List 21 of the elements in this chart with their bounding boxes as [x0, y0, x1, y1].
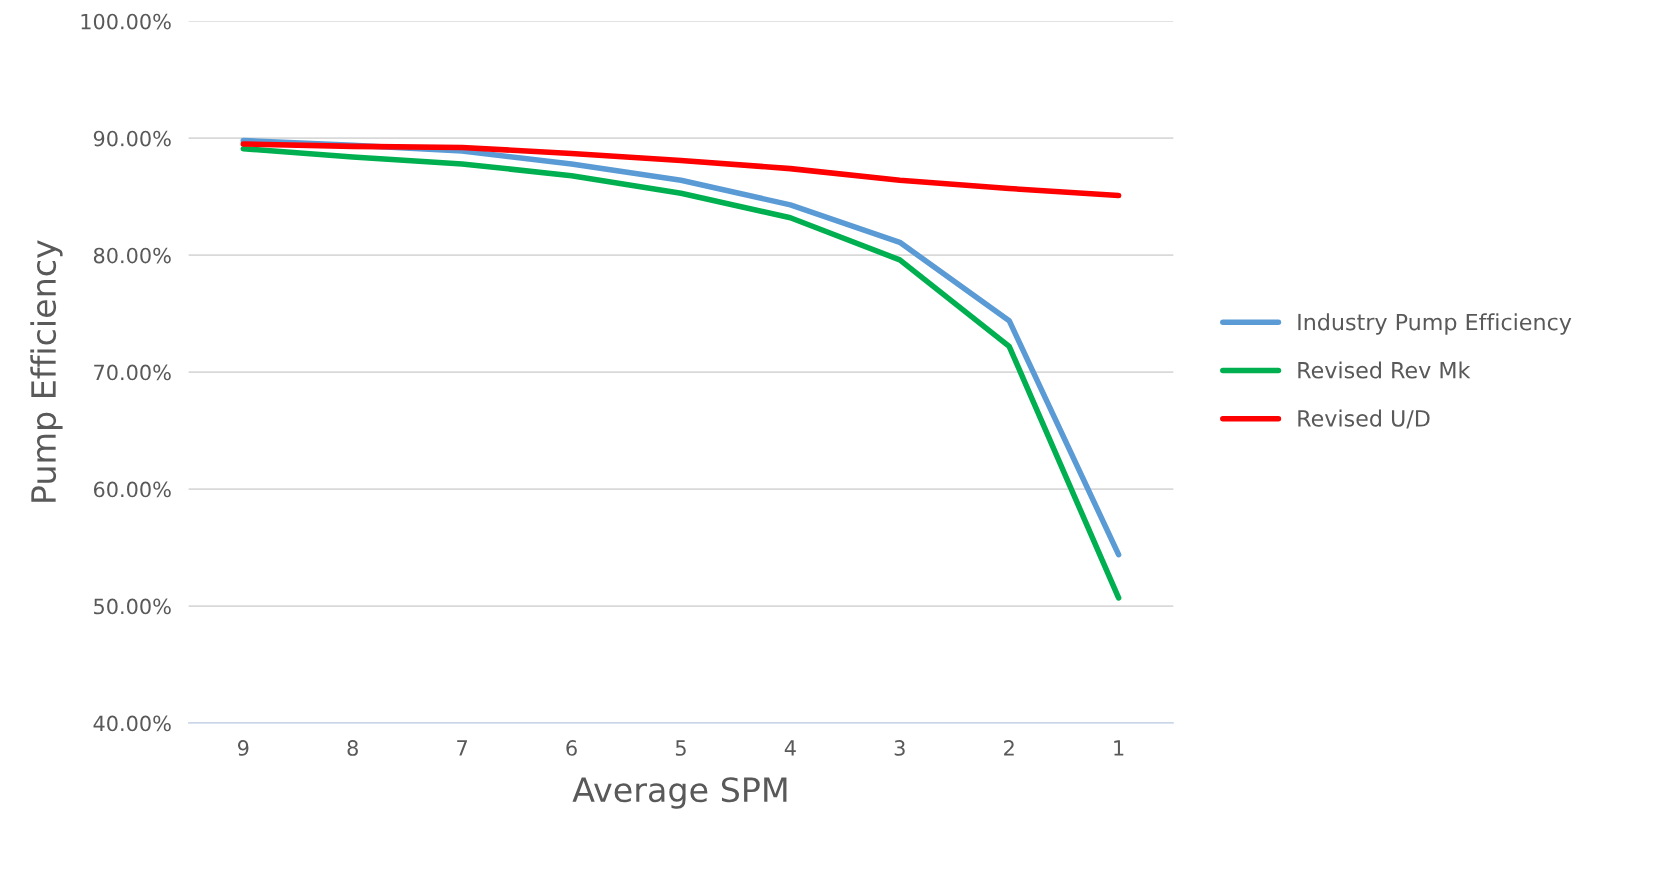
- y-tick-label: 90.00%: [93, 130, 171, 147]
- x-tick-label: 6: [566, 740, 577, 756]
- x-tick-label: 2: [1004, 740, 1014, 756]
- legend-label: Revised U/D: [1298, 409, 1430, 429]
- x-tick-label: 8: [347, 740, 358, 756]
- x-axis-title: Average SPM: [572, 777, 787, 809]
- legend-label: Industry Pump Efficiency: [1298, 313, 1572, 335]
- y-tick-label: 50.00%: [94, 598, 171, 615]
- y-tick-label: 100.00%: [81, 13, 171, 30]
- x-tick-label: 4: [784, 740, 796, 756]
- x-tick-label: 5: [675, 740, 686, 756]
- x-tick-label: 3: [894, 740, 905, 756]
- y-tick-label: 70.00%: [94, 364, 171, 381]
- y-axis-title: Pump Efficiency: [30, 240, 63, 502]
- x-tick-label: 7: [457, 740, 467, 756]
- y-tick-label: 40.00%: [93, 715, 171, 732]
- legend-label: Revised Rev Mk: [1298, 361, 1471, 379]
- x-tick-label: 1: [1114, 740, 1124, 756]
- y-tick-label: 80.00%: [93, 247, 171, 264]
- y-tick-label: 60.00%: [93, 481, 171, 498]
- x-tick-label: 9: [237, 740, 249, 756]
